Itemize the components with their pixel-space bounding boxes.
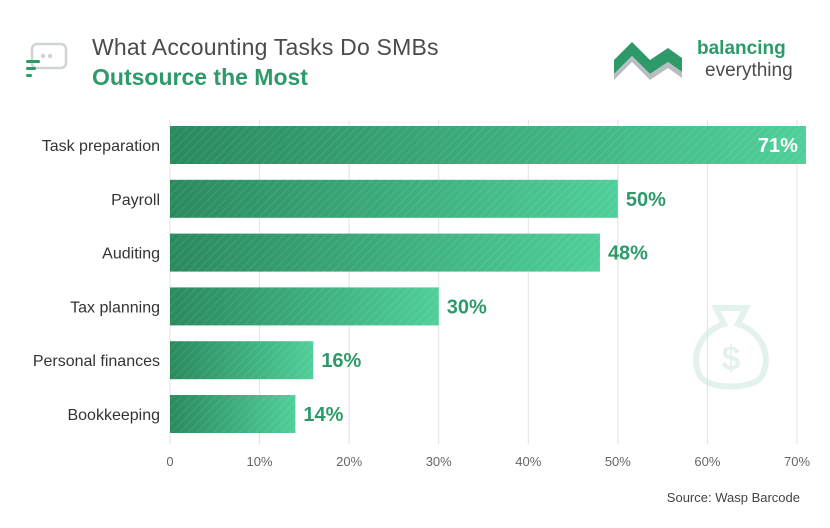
value-label: 16% <box>321 350 361 372</box>
x-tick-label: 50% <box>605 454 631 469</box>
x-tick-label: 20% <box>336 454 362 469</box>
source-note: Source: Wasp Barcode <box>666 490 800 505</box>
logo-mark-icon <box>614 42 682 80</box>
value-label: 14% <box>303 404 343 426</box>
category-label: Tax planning <box>70 299 160 316</box>
bar-texture <box>170 341 314 380</box>
bar-texture <box>170 233 600 272</box>
x-tick-label: 10% <box>247 454 273 469</box>
x-tick-label: 60% <box>694 454 720 469</box>
category-label: Personal finances <box>33 353 160 370</box>
x-axis-ticks: 0 10% 20% 30% 40% 50% 60% 70% <box>166 454 810 469</box>
x-tick-label: 0 <box>166 454 173 469</box>
bar-texture <box>170 287 439 326</box>
logo-text-everything: everything <box>705 60 793 81</box>
brand-logo <box>612 36 812 88</box>
x-tick-label: 30% <box>426 454 452 469</box>
category-label: Task preparation <box>42 138 160 155</box>
value-label: 71% <box>758 135 798 157</box>
category-label: Auditing <box>102 246 160 263</box>
bars <box>170 126 806 433</box>
bar-texture <box>170 179 618 218</box>
value-label: 30% <box>447 296 487 318</box>
money-bag-watermark-icon: $ <box>676 298 786 398</box>
gridlines <box>169 120 798 444</box>
logo-text-balancing: balancing <box>697 38 786 59</box>
chart-title-line2: Outsource the Most <box>92 64 308 90</box>
x-tick-label: 70% <box>784 454 810 469</box>
chart-title-line1: What Accounting Tasks Do SMBs <box>92 34 439 60</box>
chat-report-icon <box>26 42 70 82</box>
value-label: 48% <box>608 243 648 265</box>
value-labels: 71% 50% 48% 30% 16% 14% <box>303 135 798 426</box>
value-label: 50% <box>626 189 666 211</box>
bar-texture <box>170 126 806 164</box>
category-label: Bookkeeping <box>67 407 160 424</box>
category-labels: Task preparation Payroll Auditing Tax plann… <box>33 138 160 424</box>
x-tick-label: 40% <box>515 454 541 469</box>
category-label: Payroll <box>111 192 160 209</box>
svg-text:$: $ <box>722 340 741 378</box>
bar-texture <box>170 395 296 433</box>
